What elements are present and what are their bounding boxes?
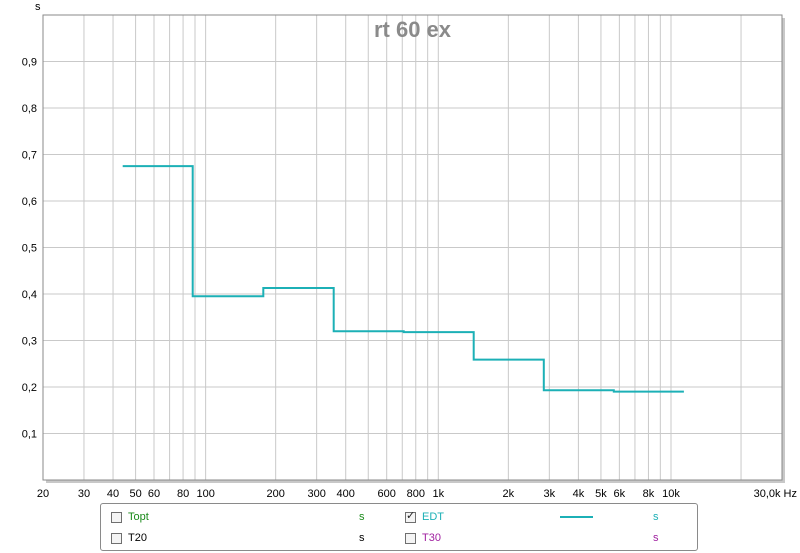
y-tick-label: 0,2 — [22, 382, 37, 394]
x-tick-label: 30,0k Hz — [754, 488, 797, 500]
y-tick-label: 0,8 — [22, 103, 37, 115]
y-tick-label: 0,1 — [22, 429, 37, 441]
rt60-chart: rt 60 ex s 0,1 0,2 0,3 0,4 0,5 0,6 0,7 0,8 0,9 20 30… — [22, 1, 797, 500]
y-tick-label: 0,7 — [22, 150, 37, 162]
x-tick-label: 60 — [148, 488, 160, 500]
chart-title: rt 60 ex — [374, 17, 452, 42]
t20-unit: s — [359, 532, 365, 544]
y-tick-label: 0,6 — [22, 196, 37, 208]
x-tick-label: 8k — [643, 488, 655, 500]
topt-label: Topt — [128, 511, 149, 523]
y-axis-label: s — [35, 1, 41, 13]
x-tick-label: 300 — [307, 488, 325, 500]
y-tick-label: 0,4 — [22, 289, 37, 301]
t20-checkbox[interactable] — [111, 533, 122, 544]
x-tick-label: 20 — [37, 488, 49, 500]
x-tick-label: 6k — [614, 488, 626, 500]
x-tick-label: 5k — [595, 488, 607, 500]
y-tick-label: 0,3 — [22, 336, 37, 348]
x-tick-label: 2k — [503, 488, 515, 500]
t20-label: T20 — [128, 532, 147, 544]
x-tick-label: 40 — [107, 488, 119, 500]
edt-unit: s — [653, 511, 659, 523]
x-tick-label: 80 — [177, 488, 189, 500]
topt-checkbox[interactable] — [111, 512, 122, 523]
t30-checkbox[interactable] — [405, 533, 416, 544]
y-tick-label: 0,5 — [22, 243, 37, 255]
x-tick-label: 800 — [407, 488, 425, 500]
chart-svg: rt 60 ex s 0,1 0,2 0,3 0,4 0,5 0,6 0,7 0,8 0,9 20 30… — [22, 1, 797, 500]
chart-canvas: rt 60 ex s 0,1 0,2 0,3 0,4 0,5 0,6 0,7 0,8 0,9 20 30… — [22, 1, 797, 500]
x-tick-label: 30 — [78, 488, 90, 500]
edt-legend-line — [560, 516, 593, 518]
t30-unit: s — [653, 532, 659, 544]
y-tick-label: 0,9 — [22, 57, 37, 69]
x-tick-label: 100 — [196, 488, 214, 500]
x-tick-label: 1k — [432, 488, 444, 500]
x-tick-label: 200 — [266, 488, 284, 500]
x-tick-label: 3k — [544, 488, 556, 500]
x-tick-label: 4k — [573, 488, 585, 500]
edt-checkbox[interactable]: ✓ — [405, 510, 416, 523]
x-tick-label: 10k — [662, 488, 680, 500]
legend-panel: Topt s ✓ EDT s T20 s T30 s — [100, 503, 698, 551]
x-tick-label: 400 — [337, 488, 355, 500]
x-tick-label: 600 — [378, 488, 396, 500]
plot-border — [42, 14, 783, 481]
topt-unit: s — [359, 511, 365, 523]
t30-label: T30 — [422, 532, 441, 544]
edt-check-mark: ✓ — [406, 510, 416, 522]
series-line-edt — [122, 165, 684, 393]
edt-label: EDT — [422, 511, 444, 523]
x-tick-label: 50 — [129, 488, 141, 500]
